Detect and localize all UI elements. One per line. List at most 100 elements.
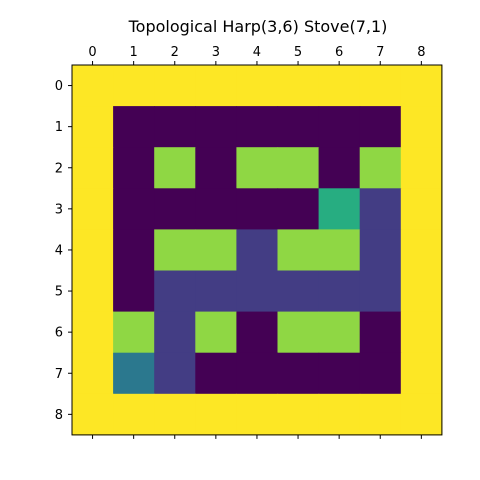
heatmap-cell-r4-c3 [195, 229, 237, 272]
heatmap-cell-r7-c5 [277, 352, 320, 395]
heatmap-cell-r6-c5 [277, 311, 320, 354]
x-tick-label: 2 [171, 45, 179, 60]
heatmap-cell-r5-c4 [236, 270, 279, 313]
x-tick-label: 4 [253, 45, 261, 60]
heatmap-cell-r8-c5 [277, 393, 320, 436]
heatmap-cell-r4-c2 [154, 229, 196, 272]
heatmap-cell-r3-c6 [318, 188, 361, 230]
heatmap-cell-r1-c0 [72, 106, 114, 148]
x-tick-label: 3 [212, 45, 220, 60]
heatmap-cell-r3-c8 [400, 188, 443, 230]
heatmap-cell-r8-c6 [318, 393, 361, 436]
heatmap-cell-r4-c8 [400, 229, 443, 272]
heatmap-cell-r0-c2 [154, 65, 196, 107]
heatmap-cell-r5-c8 [400, 270, 443, 313]
heatmap-cell-r4-c7 [359, 229, 402, 272]
y-tick-label: 7 [55, 367, 63, 382]
heatmap-cell-r6-c1 [113, 311, 155, 354]
heatmap-cell-r7-c6 [318, 352, 361, 395]
heatmap-cell-r2-c1 [113, 147, 155, 189]
heatmap-cell-r1-c7 [359, 106, 402, 148]
heatmap-cell-r2-c3 [195, 147, 237, 189]
heatmap-cell-r1-c3 [195, 106, 237, 148]
heatmap-cell-r3-c3 [195, 188, 237, 230]
heatmap-cell-r8-c7 [359, 393, 402, 436]
heatmap-cell-r6-c6 [318, 311, 361, 354]
heatmap-cell-r6-c8 [400, 311, 443, 354]
y-tick-label: 6 [55, 326, 63, 341]
heatmap-cell-r6-c7 [359, 311, 402, 354]
heatmap-cell-r7-c3 [195, 352, 237, 395]
heatmap-cell-r8-c3 [195, 393, 237, 436]
heatmap-cell-r6-c0 [72, 311, 114, 354]
heatmap-cell-r3-c2 [154, 188, 196, 230]
heatmap-cell-r5-c2 [154, 270, 196, 313]
heatmap-cell-r6-c2 [154, 311, 196, 354]
heatmap-cell-r4-c5 [277, 229, 320, 272]
heatmap-cell-r5-c0 [72, 270, 114, 313]
heatmap-cell-r7-c4 [236, 352, 279, 395]
heatmap-cell-r2-c7 [359, 147, 402, 189]
heatmap-cell-r3-c1 [113, 188, 155, 230]
x-tick-label: 7 [376, 45, 384, 60]
x-tick-label: 0 [88, 45, 96, 60]
heatmap-cell-r8-c4 [236, 393, 279, 436]
heatmap-cell-r2-c0 [72, 147, 114, 189]
heatmap-cell-r7-c7 [359, 352, 402, 395]
heatmap-cell-r2-c8 [400, 147, 443, 189]
x-axis-ticks: 0 1 2 3 4 5 6 7 8 [88, 45, 425, 439]
heatmap-cell-r4-c0 [72, 229, 114, 272]
heatmap-cell-r5-c6 [318, 270, 361, 313]
heatmap-cell-r8-c0 [72, 393, 114, 436]
x-tick-label: 1 [130, 45, 138, 60]
heatmap-cells [72, 65, 443, 436]
heatmap-cell-r7-c0 [72, 352, 114, 395]
y-tick-label: 4 [55, 243, 63, 258]
heatmap-cell-r3-c0 [72, 188, 114, 230]
heatmap-cell-r3-c4 [236, 188, 279, 230]
y-tick-label: 2 [55, 161, 63, 176]
heatmap-cell-r4-c4 [236, 229, 279, 272]
heatmap-cell-r0-c4 [236, 65, 279, 107]
x-tick-label: 5 [294, 45, 302, 60]
heatmap-cell-r8-c2 [154, 393, 196, 436]
x-tick-label: 6 [335, 45, 343, 60]
y-axis-ticks: 0 1 2 3 4 5 6 7 8 [55, 79, 72, 423]
heatmap-cell-r0-c3 [195, 65, 237, 107]
y-tick-label: 8 [55, 408, 63, 423]
heatmap-cell-r0-c8 [400, 65, 443, 107]
y-tick-label: 5 [55, 285, 63, 300]
heatmap-cell-r1-c4 [236, 106, 279, 148]
heatmap-cell-r5-c7 [359, 270, 402, 313]
heatmap-cell-r0-c5 [277, 65, 320, 107]
heatmap-cell-r6-c3 [195, 311, 237, 354]
heatmap-cell-r2-c6 [318, 147, 361, 189]
heatmap-cell-r2-c4 [236, 147, 279, 189]
heatmap-cell-r8-c1 [113, 393, 155, 436]
heatmap-cell-r0-c7 [359, 65, 402, 107]
heatmap-cell-r2-c2 [154, 147, 196, 189]
heatmap-cell-r2-c5 [277, 147, 320, 189]
heatmap-cell-r1-c2 [154, 106, 196, 148]
heatmap-cell-r1-c8 [400, 106, 443, 148]
y-tick-label: 1 [55, 120, 63, 135]
x-tick-label: 8 [417, 45, 425, 60]
heatmap-cell-r8-c8 [400, 393, 443, 436]
heatmap-cell-r4-c1 [113, 229, 155, 272]
heatmap-cell-r7-c8 [400, 352, 443, 395]
heatmap-cell-r0-c1 [113, 65, 155, 107]
heatmap-cell-r7-c2 [154, 352, 196, 395]
y-tick-label: 0 [55, 79, 63, 94]
heatmap-cell-r1-c1 [113, 106, 155, 148]
heatmap-cell-r5-c1 [113, 270, 155, 313]
heatmap-cell-r3-c7 [359, 188, 402, 230]
heatmap-cell-r6-c4 [236, 311, 279, 354]
heatmap-cell-r0-c6 [318, 65, 361, 107]
heatmap-cell-r7-c1 [113, 352, 155, 395]
heatmap-cell-r5-c3 [195, 270, 237, 313]
heatmap-cell-r0-c0 [72, 65, 114, 107]
heatmap-cell-r4-c6 [318, 229, 361, 272]
heatmap-cell-r5-c5 [277, 270, 320, 313]
heatmap-cell-r1-c6 [318, 106, 361, 148]
